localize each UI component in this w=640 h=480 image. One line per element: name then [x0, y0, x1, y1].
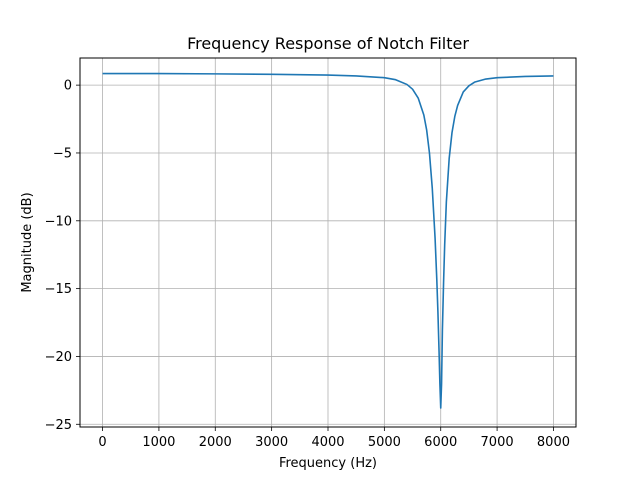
- y-tick-label: −25: [45, 418, 72, 433]
- x-tick-label: 7000: [481, 435, 514, 450]
- x-tick-label: 3000: [255, 435, 288, 450]
- x-tick-label: 8000: [537, 435, 570, 450]
- y-tick-label: −5: [53, 146, 72, 161]
- series-group: [102, 72, 554, 409]
- y-axis-label: Magnitude (dB): [20, 192, 35, 292]
- x-axis-ticks: 0 1000 2000 3000 4000 5000 6000 7000 8000: [98, 427, 570, 450]
- grid: [80, 58, 576, 427]
- x-axis-label: Frequency (Hz): [279, 456, 377, 471]
- x-tick-label: 2000: [199, 435, 232, 450]
- y-tick-label: −15: [45, 282, 72, 297]
- x-tick-label: 4000: [311, 435, 344, 450]
- x-tick-label: 6000: [424, 435, 457, 450]
- y-tick-label: 0: [64, 79, 72, 94]
- y-tick-label: −20: [45, 350, 72, 365]
- x-tick-label: 0: [98, 435, 106, 450]
- y-axis-ticks: 0 −5 −10 −15 −20 −25: [45, 79, 80, 433]
- x-tick-label: 1000: [142, 435, 175, 450]
- y-tick-label: −10: [45, 214, 72, 229]
- x-tick-label: 5000: [368, 435, 401, 450]
- magnitude-response-line: [102, 72, 554, 409]
- chart-title: Frequency Response of Notch Filter: [187, 34, 469, 53]
